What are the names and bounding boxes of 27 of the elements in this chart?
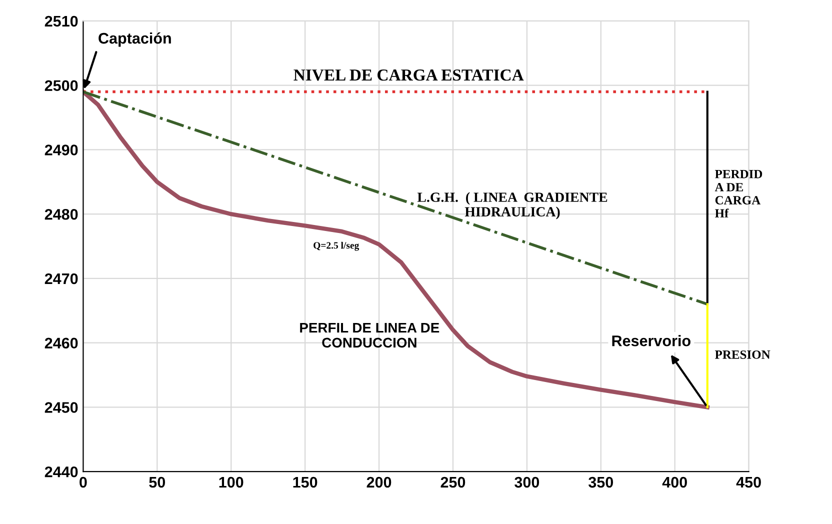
y-tick-label: 2510: [44, 16, 78, 27]
annotation: PERDID A DE CARGA Hf: [714, 170, 762, 218]
annotation: L.G.H. ( LINEA GRADIENTE HIDRAULICA): [417, 192, 608, 220]
y-tick-label: 2470: [44, 273, 78, 284]
y-tick-label: 2480: [44, 208, 78, 220]
annotation: Captación: [98, 32, 171, 47]
x-tick-label: 200: [366, 476, 392, 488]
x-tick-label: 300: [514, 476, 540, 488]
x-tick-label: 100: [219, 476, 244, 488]
line-series: [83, 90, 710, 410]
y-tick-label: 2440: [44, 466, 78, 478]
annotation: Q=2.5 l/seg: [314, 242, 360, 251]
annotation: PRESION: [714, 350, 770, 359]
x-tick-label: 0: [80, 476, 87, 488]
y-tick-label: 2500: [44, 80, 78, 92]
x-tick-label: 450: [736, 476, 761, 488]
annotation: NIVEL DE CARGA ESTATICA: [294, 69, 524, 81]
x-tick-label: 250: [440, 476, 466, 488]
x-tick-label: 150: [293, 476, 318, 488]
x-tick-label: 350: [588, 476, 614, 488]
x-tick-label: 400: [662, 476, 687, 488]
y-tick-label: 2460: [44, 338, 78, 349]
y-tick-label: 2450: [44, 402, 78, 413]
x-tick-label: 50: [149, 476, 166, 488]
annotation: Reservorio: [612, 335, 690, 346]
annotation: PERFIL DE LINEA DE CONDUCCION: [300, 322, 440, 348]
y-tick-label: 2490: [44, 144, 78, 156]
